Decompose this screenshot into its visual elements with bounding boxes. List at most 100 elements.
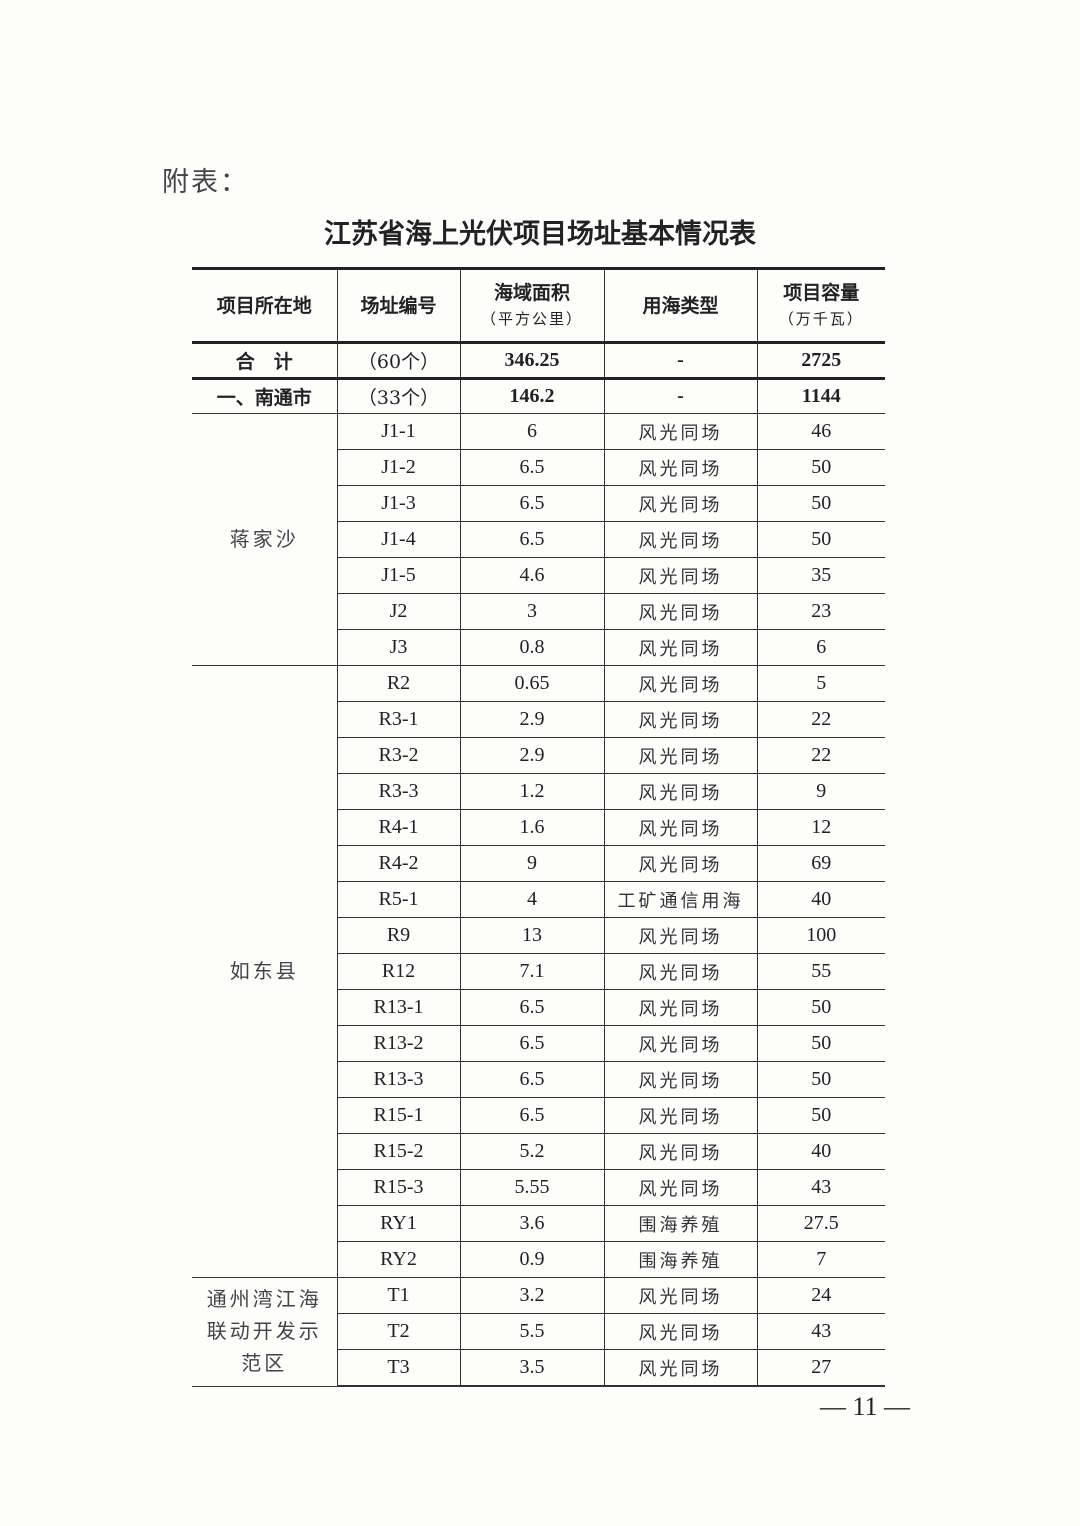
- nantong-label: 一、南通市: [192, 377, 338, 414]
- capacity-cell: 23: [756, 593, 885, 630]
- site-id-cell: R3-2: [337, 737, 461, 774]
- header-text: 场址编号: [360, 294, 437, 317]
- capacity-cell: 46: [756, 413, 885, 450]
- header-text: 项目容量: [783, 281, 860, 304]
- area-cell: 3.6: [459, 1205, 605, 1242]
- use-type-cell: 风光同场: [603, 629, 758, 666]
- capacity-cell: 5: [756, 665, 885, 702]
- area-cell: 0.9: [459, 1241, 605, 1278]
- area-cell: 9: [459, 845, 605, 882]
- area-cell: 1.2: [459, 773, 605, 810]
- capacity-cell: 43: [756, 1313, 885, 1350]
- header-text: 海域面积: [493, 281, 570, 304]
- header-unit: （万千瓦）: [778, 309, 864, 328]
- table-row: R4-2 9 风光同场 69: [192, 845, 885, 882]
- capacity-cell: 35: [756, 557, 885, 594]
- site-id-cell: R13-2: [337, 1025, 461, 1062]
- capacity-cell: 50: [756, 1061, 885, 1098]
- site-id-cell: R13-3: [337, 1061, 461, 1098]
- capacity-cell: 43: [756, 1169, 885, 1206]
- table-row: J1-4 6.5 风光同场 50: [192, 521, 885, 558]
- use-type-cell: 风光同场: [603, 521, 758, 558]
- total-type: -: [603, 341, 758, 379]
- capacity-cell: 55: [756, 953, 885, 990]
- table-row: R12 7.1 风光同场 55: [192, 953, 885, 990]
- area-cell: 2.9: [459, 737, 605, 774]
- area-cell: 0.65: [459, 665, 605, 702]
- use-type-cell: 风光同场: [603, 737, 758, 774]
- capacity-cell: 50: [756, 1097, 885, 1134]
- use-type-cell: 风光同场: [603, 701, 758, 738]
- use-type-cell: 风光同场: [603, 1169, 758, 1206]
- header-use-type: 用海类型: [603, 267, 758, 343]
- table-row: R15-2 5.2 风光同场 40: [192, 1133, 885, 1170]
- table-row: T2 5.5 风光同场 43: [192, 1313, 885, 1350]
- area-cell: 6.5: [459, 1025, 605, 1062]
- nantong-capacity: 1144: [756, 377, 885, 414]
- site-id-cell: T1: [336, 1277, 461, 1314]
- table-row: 通州湾江海联动开发示范区 T1 3.2 风光同场 24: [192, 1277, 885, 1387]
- capacity-cell: 22: [756, 737, 885, 774]
- area-cell: 3.5: [459, 1349, 605, 1387]
- site-id-cell: J1-3: [337, 485, 461, 522]
- table-row: R3-3 1.2 风光同场 9: [192, 773, 885, 810]
- use-type-cell: 风光同场: [603, 917, 758, 954]
- header-capacity: 项目容量 （万千瓦）: [756, 267, 885, 343]
- use-type-cell: 风光同场: [603, 845, 758, 882]
- table-row: RY1 3.6 围海养殖 27.5: [192, 1205, 885, 1242]
- site-id-cell: R2: [336, 665, 461, 702]
- capacity-cell: 7: [756, 1241, 885, 1278]
- capacity-cell: 27.5: [756, 1205, 885, 1242]
- nantong-area: 146.2: [459, 377, 605, 414]
- capacity-cell: 12: [756, 809, 885, 846]
- table-row: R5-1 4 工矿通信用海 40: [192, 881, 885, 918]
- site-id-cell: R15-3: [337, 1169, 461, 1206]
- use-type-cell: 风光同场: [603, 953, 758, 990]
- capacity-cell: 22: [756, 701, 885, 738]
- site-id-cell: R15-1: [337, 1097, 461, 1134]
- area-cell: 3.2: [459, 1277, 605, 1314]
- use-type-cell: 风光同场: [603, 1313, 758, 1350]
- area-cell: 5.55: [459, 1169, 605, 1206]
- capacity-cell: 50: [756, 449, 885, 486]
- site-id-cell: RY1: [337, 1205, 461, 1242]
- area-cell: 6.5: [459, 449, 605, 486]
- total-area: 346.25: [459, 341, 605, 379]
- capacity-cell: 27: [756, 1349, 885, 1387]
- capacity-cell: 24: [756, 1277, 885, 1314]
- site-id-cell: R12: [337, 953, 461, 990]
- area-cell: 13: [459, 917, 605, 954]
- site-id-cell: J2: [337, 593, 461, 630]
- use-type-cell: 风光同场: [603, 1025, 758, 1062]
- table-row: J3 0.8 风光同场 6: [192, 629, 885, 666]
- attachment-label: 附表：: [162, 167, 249, 198]
- area-cell: 6: [459, 413, 605, 450]
- table-row: R13-1 6.5 风光同场 50: [192, 989, 885, 1026]
- capacity-cell: 6: [756, 629, 885, 666]
- area-cell: 3: [459, 593, 605, 630]
- use-type-cell: 风光同场: [603, 557, 758, 594]
- table-row: R3-1 2.9 风光同场 22: [192, 701, 885, 738]
- site-id-cell: R4-2: [337, 845, 461, 882]
- area-cell: 6.5: [459, 521, 605, 558]
- area-cell: 7.1: [459, 953, 605, 990]
- header-text: 用海类型: [642, 294, 719, 317]
- location-cell: 如东县: [192, 665, 338, 1278]
- nantong-count: （33个）: [336, 377, 461, 414]
- area-cell: 0.8: [459, 629, 605, 666]
- area-cell: 4.6: [459, 557, 605, 594]
- area-cell: 1.6: [459, 809, 605, 846]
- use-type-cell: 风光同场: [603, 1277, 758, 1314]
- location-cell: 蒋家沙: [192, 413, 338, 666]
- table-row: J2 3 风光同场 23: [192, 593, 885, 630]
- nantong-type: -: [603, 377, 758, 414]
- use-type-cell: 风光同场: [603, 413, 758, 450]
- use-type-cell: 风光同场: [603, 485, 758, 522]
- table-row: R4-1 1.6 风光同场 12: [192, 809, 885, 846]
- capacity-cell: 40: [756, 881, 885, 918]
- use-type-cell: 风光同场: [603, 1097, 758, 1134]
- use-type-cell: 风光同场: [603, 665, 758, 702]
- site-id-cell: T2: [337, 1313, 461, 1350]
- location-cell: 通州湾江海联动开发示范区: [192, 1277, 338, 1387]
- capacity-cell: 50: [756, 1025, 885, 1062]
